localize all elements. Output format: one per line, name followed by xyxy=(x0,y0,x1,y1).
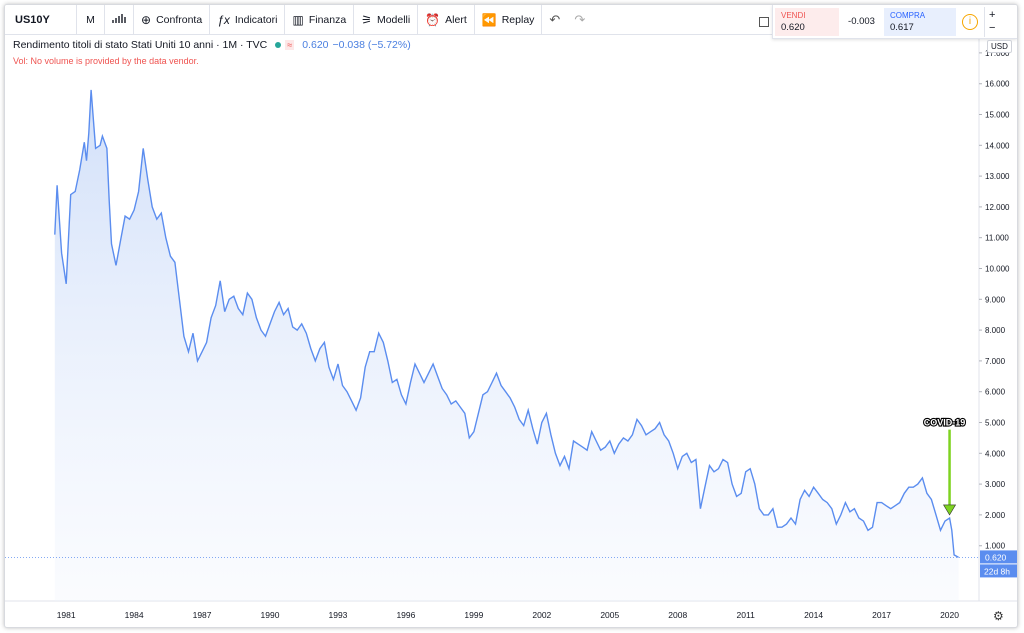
y-tick-label: 11.000 xyxy=(985,234,1009,243)
y-tick-label: 13.000 xyxy=(985,172,1010,181)
compare-button[interactable]: ⊕ Confronta xyxy=(134,5,211,35)
templates-label: Modelli xyxy=(376,13,411,26)
y-tick-label: 4.000 xyxy=(985,449,1006,458)
sell-price: 0.620 xyxy=(781,21,805,33)
trade-panel-checkbox[interactable] xyxy=(759,16,769,27)
y-tick-label: 16.000 xyxy=(985,80,1010,89)
delayed-data-icon: ≈ xyxy=(285,40,295,50)
x-tick-label: 2005 xyxy=(600,610,619,620)
volume-notice: Vol: No volume is provided by the data v… xyxy=(13,56,199,66)
series-area-fill xyxy=(54,89,959,602)
y-tick-label: 12.000 xyxy=(985,203,1010,212)
series-title: Rendimento titoli di stato Stati Uniti 1… xyxy=(13,39,268,51)
y-tick-label: 9.000 xyxy=(985,295,1006,304)
replay-label: Replay xyxy=(501,13,535,26)
series-legend: Rendimento titoli di stato Stati Uniti 1… xyxy=(13,39,415,51)
y-tick-label: 1.000 xyxy=(985,542,1006,551)
buy-button[interactable]: COMPRA 0.617 xyxy=(884,7,956,36)
change-value: −0.038 (−5.72%) xyxy=(332,39,411,51)
x-tick-label: 1999 xyxy=(464,610,483,620)
compare-label: Confronta xyxy=(156,13,203,26)
templates-button[interactable]: ⚞ Modelli xyxy=(354,5,419,35)
y-tick-label: 5.000 xyxy=(985,419,1006,428)
financials-label: Finanza xyxy=(308,13,347,26)
replay-icon: ⏪ xyxy=(481,12,497,27)
redo-button[interactable]: ↷ xyxy=(567,5,592,35)
redo-icon: ↷ xyxy=(574,11,586,27)
gear-icon[interactable]: ⚙ xyxy=(993,609,1004,623)
y-tick-label: 8.000 xyxy=(985,326,1006,335)
x-tick-label: 2002 xyxy=(532,610,551,620)
buy-label: COMPRA xyxy=(890,10,926,20)
y-tick-label: 3.000 xyxy=(985,480,1006,489)
y-tick-label: 17.000 xyxy=(985,49,1010,58)
buy-price: 0.617 xyxy=(890,21,914,33)
y-tick-label: 7.000 xyxy=(985,357,1006,366)
y-tick-label: 6.000 xyxy=(985,388,1006,397)
x-tick-label: 1987 xyxy=(193,610,212,620)
x-tick-label: 1990 xyxy=(261,610,280,620)
x-tick-label: 2020 xyxy=(940,610,959,620)
indicators-button[interactable]: ƒx Indicatori xyxy=(210,5,286,35)
x-tick-label: 1984 xyxy=(125,610,144,620)
market-status-dot xyxy=(275,42,282,48)
x-tick-label: 2011 xyxy=(737,610,756,620)
y-tick-label: 2.000 xyxy=(985,511,1006,520)
interval-button[interactable]: M xyxy=(77,5,105,35)
last-price-label: 0.620 xyxy=(985,552,1007,562)
undo-icon: ↶ xyxy=(549,11,561,27)
countdown-tag xyxy=(980,564,1017,578)
chart-canvas[interactable]: 1.000 2.000 3.000 4.000 5.000 6.000 7.000 8.000… xyxy=(5,5,1018,628)
zoom-in-button[interactable]: + xyxy=(989,8,996,21)
undo-button[interactable]: ↶ xyxy=(542,5,567,35)
financials-icon: ▥ xyxy=(292,12,304,27)
x-tick-label: 2008 xyxy=(668,610,687,620)
series-line xyxy=(54,89,959,559)
function-icon: ƒx xyxy=(217,12,230,27)
trade-panel: VENDI 0.620 -0.003 COMPRA 0.617 i + − xyxy=(759,5,1017,39)
symbol-search-button[interactable]: US10Y xyxy=(5,5,77,35)
bar-chart-icon xyxy=(112,12,126,27)
y-tick-label: 15.000 xyxy=(985,111,1010,120)
plus-circle-icon: ⊕ xyxy=(141,12,152,27)
x-tick-label: 1981 xyxy=(57,610,76,620)
countdown-label: 22d 8h xyxy=(984,566,1010,576)
chart-style-button[interactable] xyxy=(105,5,134,35)
financials-button[interactable]: ▥ Finanza xyxy=(285,5,355,35)
sell-label: VENDI xyxy=(781,10,806,20)
alert-label: Alert xyxy=(445,13,467,26)
zoom-controls: + − xyxy=(984,6,999,37)
sell-button[interactable]: VENDI 0.620 xyxy=(775,7,839,36)
chart-window: 1.000 2.000 3.000 4.000 5.000 6.000 7.000 8.000… xyxy=(4,4,1018,628)
alert-button[interactable]: ⏰ Alert xyxy=(418,5,475,35)
x-tick-label: 1993 xyxy=(329,610,348,620)
x-tick-label: 1996 xyxy=(396,610,415,620)
x-tick-label: 2014 xyxy=(804,610,823,620)
y-tick-label: 10.000 xyxy=(985,265,1010,274)
replay-button[interactable]: ⏪ Replay xyxy=(475,5,543,35)
x-tick-label: 2017 xyxy=(872,610,891,620)
annotation-arrow-head xyxy=(943,504,957,516)
last-value: 0.620 xyxy=(302,39,329,51)
y-tick-label: 14.000 xyxy=(985,141,1010,150)
annotation-label: COVID-19 xyxy=(924,418,966,428)
zoom-out-button[interactable]: − xyxy=(989,21,996,34)
alarm-clock-icon: ⏰ xyxy=(425,12,441,27)
templates-icon: ⚞ xyxy=(361,12,372,27)
currency-label[interactable]: USD xyxy=(987,40,1012,53)
info-icon[interactable]: i xyxy=(962,13,978,30)
indicators-label: Indicatori xyxy=(234,13,278,26)
last-price-tag xyxy=(980,550,1017,564)
spread-value: -0.003 xyxy=(848,15,875,27)
